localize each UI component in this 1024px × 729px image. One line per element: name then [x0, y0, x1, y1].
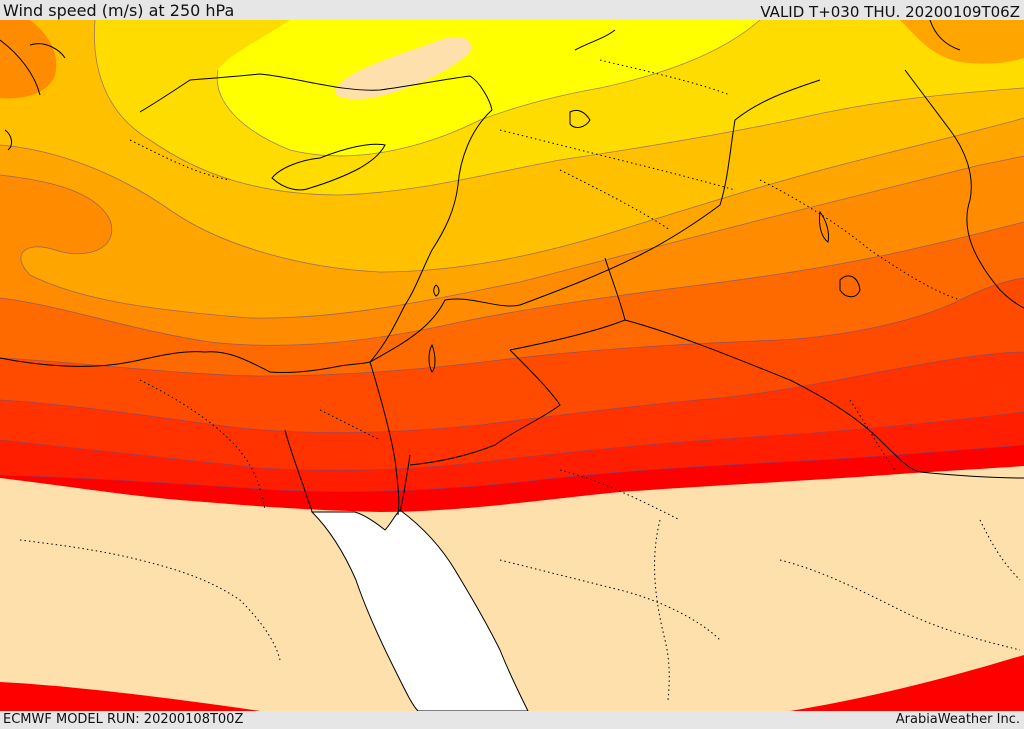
- egypt-coast: [0, 351, 371, 374]
- sinai-west: [284, 429, 313, 513]
- lake-iraq: [839, 275, 861, 298]
- red-sea: [310, 509, 529, 711]
- turkey-south-coast: [139, 73, 493, 113]
- lake-van: [569, 109, 591, 128]
- suez-gulf-east: [369, 361, 400, 516]
- band-orange-west: [0, 20, 57, 99]
- lake-urmia: [819, 210, 829, 243]
- wind-bands: [0, 20, 1024, 711]
- cyprus: [271, 143, 386, 191]
- band-yellow: [217, 20, 760, 156]
- valid-time: VALID T+030 THU. 20200109T06Z: [760, 3, 1020, 21]
- iran-border: [904, 69, 1024, 309]
- band-orange-light-ne: [900, 20, 1024, 64]
- caspian-side: [929, 20, 961, 51]
- map-title: Wind speed (m/s) at 250 hPa: [3, 1, 235, 20]
- wind-speed-map: [0, 20, 1024, 711]
- band-orange-spot: [0, 188, 76, 245]
- dotted-borders: [19, 59, 1021, 701]
- footer-bar: ECMWF MODEL RUN: 20200108T00Z ArabiaWeat…: [0, 711, 1024, 729]
- gulf-coast: [919, 471, 1024, 479]
- galilee: [433, 284, 440, 297]
- header-bar: Wind speed (m/s) at 250 hPa VALID T+030 …: [0, 0, 1024, 21]
- jordan-saudi: [509, 319, 921, 473]
- credit: ArabiaWeather Inc.: [895, 712, 1020, 727]
- band-red-se: [790, 655, 1024, 711]
- arabia-border: [369, 79, 821, 363]
- contour-lines: [0, 20, 1024, 492]
- coastlines: [0, 20, 1024, 516]
- iraq-saudi: [604, 257, 626, 321]
- aqaba: [399, 454, 411, 513]
- dead-sea: [428, 343, 436, 373]
- jordan-east: [409, 349, 561, 466]
- model-run: ECMWF MODEL RUN: 20200108T00Z: [3, 712, 244, 727]
- band-low-pale-south: [0, 466, 1024, 711]
- black-sea-south: [574, 29, 616, 51]
- band-low-pale-north: [334, 36, 471, 100]
- levant-coast: [369, 109, 493, 363]
- band-red-sw: [0, 682, 260, 711]
- aegean-islands: [0, 39, 66, 151]
